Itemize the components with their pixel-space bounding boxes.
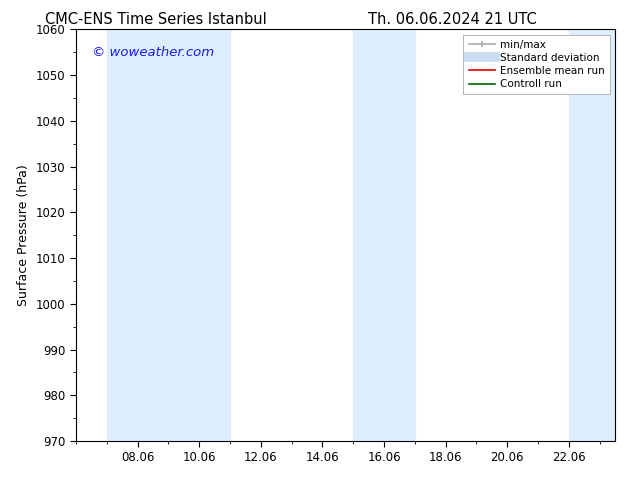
Text: © woweather.com: © woweather.com [93,46,214,59]
Y-axis label: Surface Pressure (hPa): Surface Pressure (hPa) [17,164,30,306]
Text: CMC-ENS Time Series Istanbul: CMC-ENS Time Series Istanbul [44,12,266,27]
Text: Th. 06.06.2024 21 UTC: Th. 06.06.2024 21 UTC [368,12,536,27]
Bar [107,29,169,441]
Bar [384,29,415,441]
Legend: min/max, Standard deviation, Ensemble mean run, Controll run: min/max, Standard deviation, Ensemble me… [463,35,610,95]
Bar [353,29,384,441]
Bar [169,29,230,441]
Bar [569,29,615,441]
